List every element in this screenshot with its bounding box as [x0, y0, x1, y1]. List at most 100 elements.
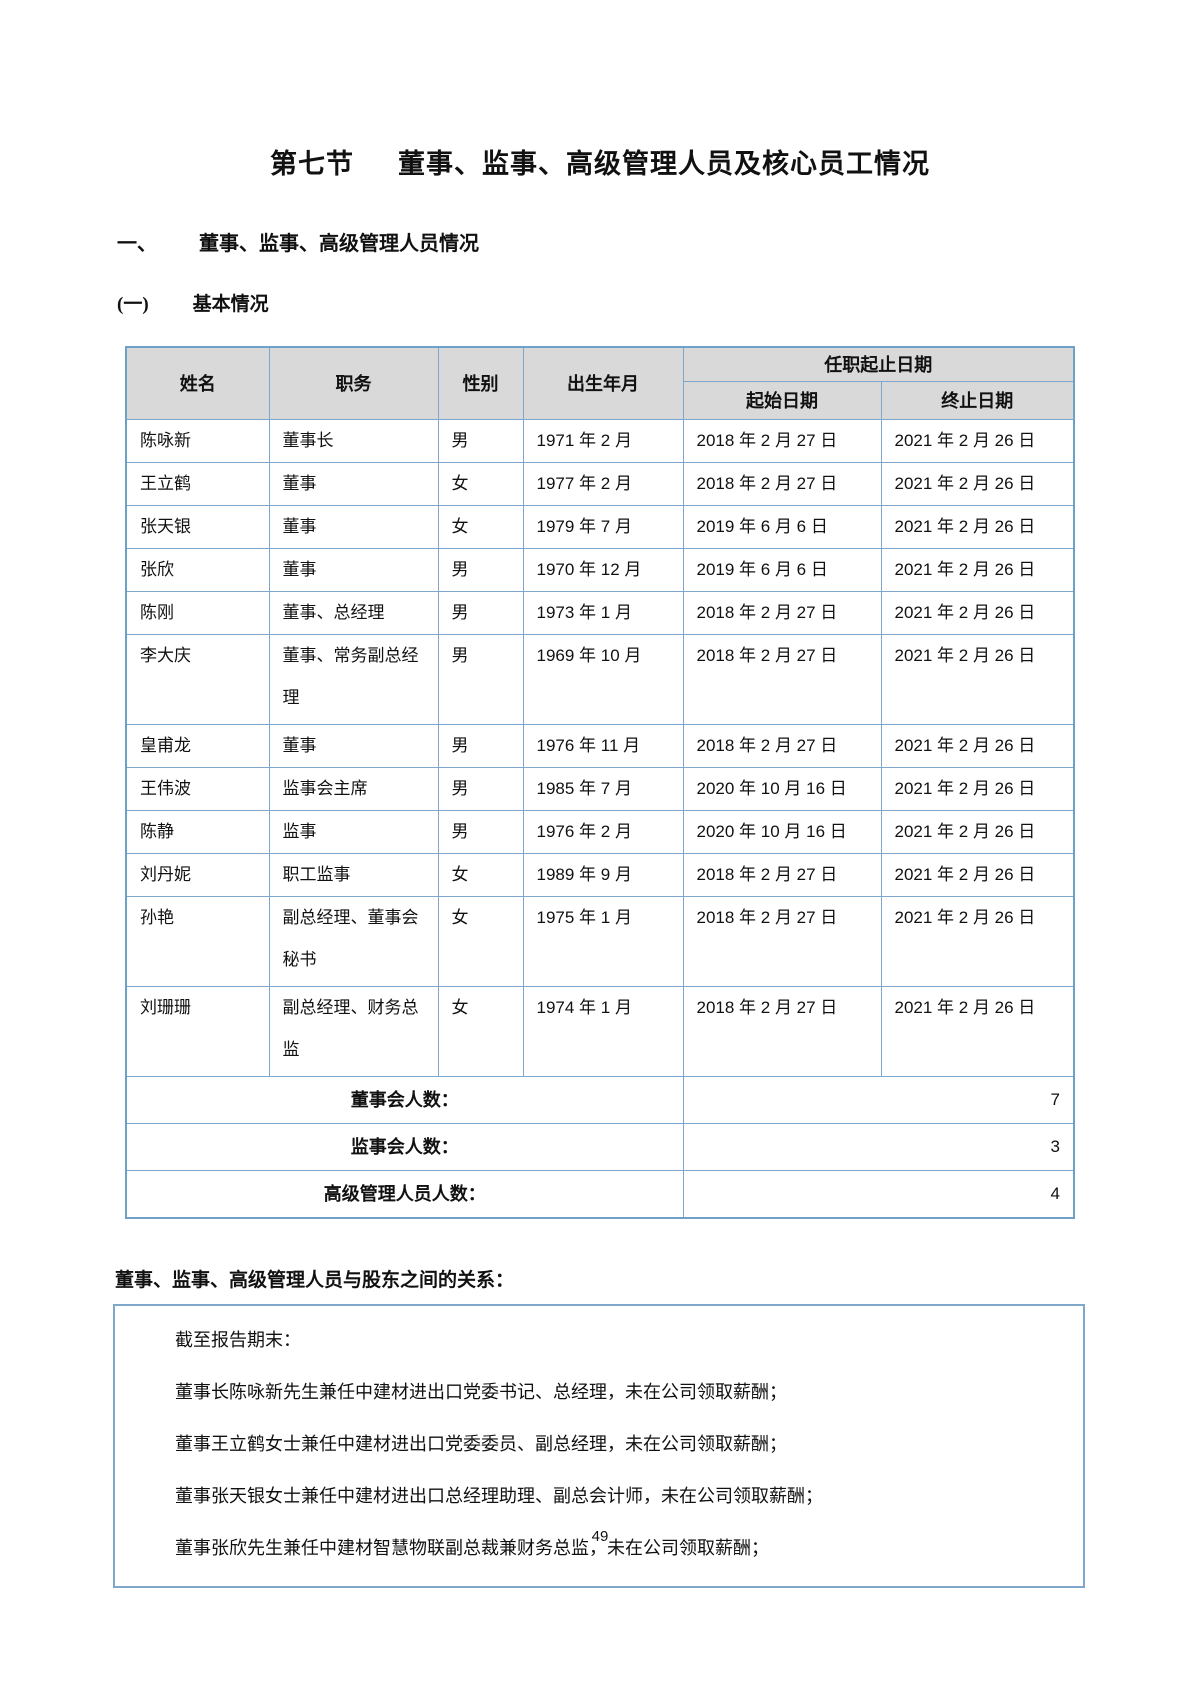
cell-term-start: 2018 年 2 月 27 日	[682, 418, 882, 463]
summary-row-supervisors: 监事会人数： 3	[125, 1122, 1075, 1171]
cell-term-end: 2021 年 2 月 26 日	[880, 504, 1075, 549]
cell-position: 董事	[268, 461, 439, 506]
summary-row-senior-managers: 高级管理人员人数： 4	[125, 1169, 1075, 1218]
summary-row-directors: 董事会人数： 7	[125, 1075, 1075, 1124]
cell-gender: 男	[437, 547, 524, 592]
section-number: 第七节	[270, 149, 354, 179]
heading2-text: 基本情况	[192, 294, 269, 315]
heading1-number: 一、	[117, 233, 157, 255]
relations-paragraph: 董事王立鹤女士兼任中建材进出口党委委员、副总经理，未在公司领取薪酬；	[175, 1433, 787, 1454]
cell-gender: 男	[437, 766, 524, 811]
cell-term-end: 2021 年 2 月 26 日	[880, 809, 1075, 854]
summary-label: 董事会人数：	[125, 1075, 684, 1124]
cell-birth: 1969 年 10 月	[522, 633, 684, 725]
cell-name: 李大庆	[125, 633, 270, 725]
table-header-row-2: 起始日期 终止日期	[126, 380, 1075, 420]
table-row: 刘珊珊 副总经理、财务总监 女 1974 年 1 月 2018 年 2 月 27…	[125, 985, 1075, 1077]
cell-gender: 女	[437, 852, 524, 897]
cell-term-start: 2019 年 6 月 6 日	[682, 504, 882, 549]
cell-birth: 1976 年 11 月	[522, 723, 684, 768]
cell-term-start: 2018 年 2 月 27 日	[682, 985, 882, 1077]
cell-birth: 1973 年 1 月	[522, 590, 684, 635]
cell-birth: 1989 年 9 月	[522, 852, 684, 897]
cell-gender: 女	[437, 895, 524, 987]
header-position: 职务	[268, 346, 439, 420]
cell-birth: 1977 年 2 月	[522, 461, 684, 506]
cell-term-start: 2018 年 2 月 27 日	[682, 723, 882, 768]
cell-gender: 女	[437, 504, 524, 549]
cell-term-end: 2021 年 2 月 26 日	[880, 590, 1075, 635]
summary-label: 监事会人数：	[125, 1122, 684, 1171]
cell-position: 副总经理、董事会秘书	[268, 895, 439, 987]
cell-gender: 男	[437, 723, 524, 768]
cell-term-end: 2021 年 2 月 26 日	[880, 766, 1075, 811]
table-header-row-1: 姓名 职务 性别 出生年月 任职起止日期	[125, 346, 1075, 420]
cell-birth: 1976 年 2 月	[522, 809, 684, 854]
cell-name: 张欣	[125, 547, 270, 592]
cell-gender: 男	[437, 590, 524, 635]
cell-birth: 1971 年 2 月	[522, 418, 684, 463]
cell-name: 陈刚	[125, 590, 270, 635]
header-term-end: 终止日期	[880, 380, 1075, 420]
cell-position: 董事长	[268, 418, 439, 463]
header-birth: 出生年月	[522, 346, 684, 420]
cell-gender: 男	[437, 418, 524, 463]
cell-gender: 女	[437, 985, 524, 1077]
relations-heading: 董事、监事、高级管理人员与股东之间的关系：	[115, 1269, 515, 1291]
table-row: 王伟波 监事会主席 男 1985 年 7 月 2020 年 10 月 16 日 …	[125, 766, 1075, 811]
summary-value: 3	[682, 1122, 1075, 1171]
table-row: 陈静 监事 男 1976 年 2 月 2020 年 10 月 16 日 2021…	[125, 809, 1075, 854]
cell-term-end: 2021 年 2 月 26 日	[880, 723, 1075, 768]
summary-label: 高级管理人员人数：	[125, 1169, 684, 1218]
table-row: 李大庆 董事、常务副总经理 男 1969 年 10 月 2018 年 2 月 2…	[125, 633, 1075, 725]
cell-position: 职工监事	[268, 852, 439, 897]
cell-term-start: 2020 年 10 月 16 日	[682, 766, 882, 811]
cell-term-end: 2021 年 2 月 26 日	[880, 418, 1075, 463]
table-row: 刘丹妮 职工监事 女 1989 年 9 月 2018 年 2 月 27 日 20…	[125, 852, 1075, 897]
cell-term-end: 2021 年 2 月 26 日	[880, 895, 1075, 987]
header-gender: 性别	[437, 346, 524, 420]
cell-term-end: 2021 年 2 月 26 日	[880, 985, 1075, 1077]
cell-name: 陈静	[125, 809, 270, 854]
page-number: 49	[591, 1528, 609, 1545]
cell-position: 董事、总经理	[268, 590, 439, 635]
cell-gender: 男	[437, 633, 524, 725]
summary-value: 7	[682, 1075, 1075, 1124]
cell-birth: 1975 年 1 月	[522, 895, 684, 987]
relations-paragraph: 截至报告期末：	[175, 1329, 301, 1350]
cell-position: 监事	[268, 809, 439, 854]
heading-level2: (一) 基本情况	[117, 289, 1200, 316]
table-row: 王立鹤 董事 女 1977 年 2 月 2018 年 2 月 27 日 2021…	[125, 461, 1075, 506]
cell-name: 张天银	[125, 504, 270, 549]
cell-term-start: 2018 年 2 月 27 日	[682, 895, 882, 987]
cell-term-end: 2021 年 2 月 26 日	[880, 633, 1075, 725]
relations-paragraph: 董事张天银女士兼任中建材进出口总经理助理、副总会计师，未在公司领取薪酬；	[175, 1485, 823, 1506]
summary-value: 4	[682, 1169, 1075, 1218]
table-row: 皇甫龙 董事 男 1976 年 11 月 2018 年 2 月 27 日 202…	[125, 723, 1075, 768]
cell-name: 刘丹妮	[125, 852, 270, 897]
header-name: 姓名	[125, 346, 270, 420]
heading1-text: 董事、监事、高级管理人员情况	[199, 233, 479, 255]
cell-position: 监事会主席	[268, 766, 439, 811]
cell-term-end: 2021 年 2 月 26 日	[880, 461, 1075, 506]
cell-term-start: 2020 年 10 月 16 日	[682, 809, 882, 854]
cell-name: 王立鹤	[125, 461, 270, 506]
cell-name: 皇甫龙	[125, 723, 270, 768]
cell-term-start: 2018 年 2 月 27 日	[682, 633, 882, 725]
cell-term-end: 2021 年 2 月 26 日	[880, 852, 1075, 897]
cell-position: 董事	[268, 547, 439, 592]
header-term: 任职起止日期	[682, 346, 1075, 382]
cell-name: 王伟波	[125, 766, 270, 811]
heading2-number: (一)	[117, 294, 149, 315]
cell-term-start: 2018 年 2 月 27 日	[682, 852, 882, 897]
relations-paragraph: 董事张欣先生兼任中建材智慧物联副总裁兼财务总监，未在公司领取薪酬；	[175, 1537, 769, 1558]
cell-name: 刘珊珊	[125, 985, 270, 1077]
table-row: 陈咏新 董事长 男 1971 年 2 月 2018 年 2 月 27 日 202…	[125, 418, 1075, 463]
cell-name: 孙艳	[125, 895, 270, 987]
table-row: 张欣 董事 男 1970 年 12 月 2019 年 6 月 6 日 2021 …	[125, 547, 1075, 592]
cell-gender: 女	[437, 461, 524, 506]
table-row: 孙艳 副总经理、董事会秘书 女 1975 年 1 月 2018 年 2 月 27…	[125, 895, 1075, 987]
cell-birth: 1979 年 7 月	[522, 504, 684, 549]
page-title: 第七节 董事、监事、高级管理人员及核心员工情况	[0, 0, 1200, 181]
